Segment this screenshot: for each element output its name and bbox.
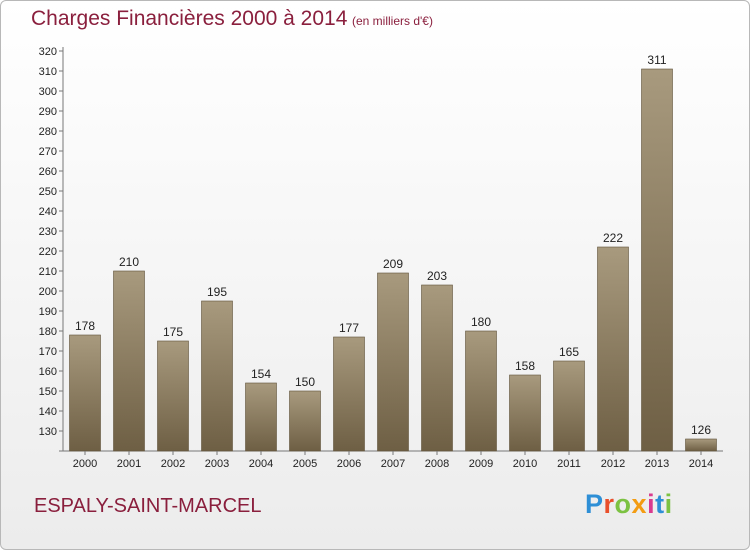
bar — [157, 340, 189, 452]
proxiti-logo: Proxiti — [585, 489, 673, 520]
y-tick-label: 270 — [39, 146, 57, 158]
bar — [245, 382, 277, 452]
bar-value-label: 209 — [383, 257, 403, 271]
bar-value-label: 158 — [515, 359, 535, 373]
x-tick-label: 2013 — [645, 458, 669, 470]
bar — [377, 272, 409, 452]
x-tick-label: 2012 — [601, 458, 625, 470]
bar — [509, 374, 541, 452]
bar-value-label: 177 — [339, 321, 359, 335]
y-tick-label: 310 — [39, 66, 57, 78]
y-tick-label: 160 — [39, 366, 57, 378]
bar-value-label: 175 — [163, 325, 183, 339]
bar-value-label: 195 — [207, 285, 227, 299]
chart-unit-subtitle: (en milliers d'€) — [352, 14, 433, 28]
x-tick-label: 2003 — [205, 458, 229, 470]
bar — [201, 300, 233, 452]
bar — [421, 284, 453, 452]
y-tick-label: 220 — [39, 246, 57, 258]
bar — [465, 330, 497, 452]
bar-value-label: 203 — [427, 269, 447, 283]
bar — [113, 270, 145, 452]
y-tick-label: 190 — [39, 306, 57, 318]
logo-letter: P — [585, 489, 604, 519]
logo-letter: i — [647, 489, 656, 519]
bar-value-label: 150 — [295, 375, 315, 389]
bar-value-label: 126 — [691, 423, 711, 437]
y-tick-label: 320 — [39, 46, 57, 58]
bar-value-label: 165 — [559, 345, 579, 359]
x-tick-label: 2010 — [513, 458, 537, 470]
bar-value-label: 154 — [251, 367, 271, 381]
y-tick-label: 150 — [39, 386, 57, 398]
bar-value-label: 178 — [75, 319, 95, 333]
bar-value-label: 180 — [471, 315, 491, 329]
bar — [553, 360, 585, 452]
y-tick-label: 280 — [39, 126, 57, 138]
x-tick-label: 2009 — [469, 458, 493, 470]
y-tick-label: 180 — [39, 326, 57, 338]
bar-value-label: 311 — [647, 53, 666, 67]
y-tick-label: 250 — [39, 186, 57, 198]
logo-letter: t — [655, 489, 665, 519]
x-tick-label: 2000 — [73, 458, 97, 470]
y-tick-label: 240 — [39, 206, 57, 218]
x-tick-label: 2005 — [293, 458, 317, 470]
y-tick-label: 170 — [39, 346, 57, 358]
commune-name: ESPALY-SAINT-MARCEL — [34, 495, 262, 517]
x-tick-label: 2004 — [249, 458, 273, 470]
bar — [641, 68, 673, 452]
bar-value-label: 210 — [119, 255, 139, 269]
y-tick-label: 230 — [39, 226, 57, 238]
bar — [69, 334, 101, 452]
logo-letter: i — [664, 489, 673, 519]
bar — [685, 438, 717, 452]
bar — [333, 336, 365, 452]
y-tick-label: 300 — [39, 86, 57, 98]
x-tick-label: 2008 — [425, 458, 449, 470]
logo-letter: o — [614, 489, 632, 519]
x-tick-label: 2002 — [161, 458, 185, 470]
y-tick-label: 210 — [39, 266, 57, 278]
y-tick-label: 200 — [39, 286, 57, 298]
x-tick-label: 2006 — [337, 458, 361, 470]
y-tick-label: 290 — [39, 106, 57, 118]
chart-title: Charges Financières 2000 à 2014 — [31, 7, 348, 30]
logo-letter: x — [631, 489, 648, 519]
x-tick-label: 2014 — [689, 458, 713, 470]
y-tick-label: 140 — [39, 406, 57, 418]
x-tick-label: 2001 — [117, 458, 141, 470]
bar-value-label: 222 — [603, 231, 623, 245]
bar — [289, 390, 321, 452]
y-tick-label: 260 — [39, 166, 57, 178]
x-tick-label: 2011 — [557, 458, 581, 470]
x-tick-label: 2007 — [381, 458, 405, 470]
logo-letter: r — [603, 489, 615, 519]
y-tick-label: 130 — [39, 426, 57, 438]
bar — [597, 246, 629, 452]
